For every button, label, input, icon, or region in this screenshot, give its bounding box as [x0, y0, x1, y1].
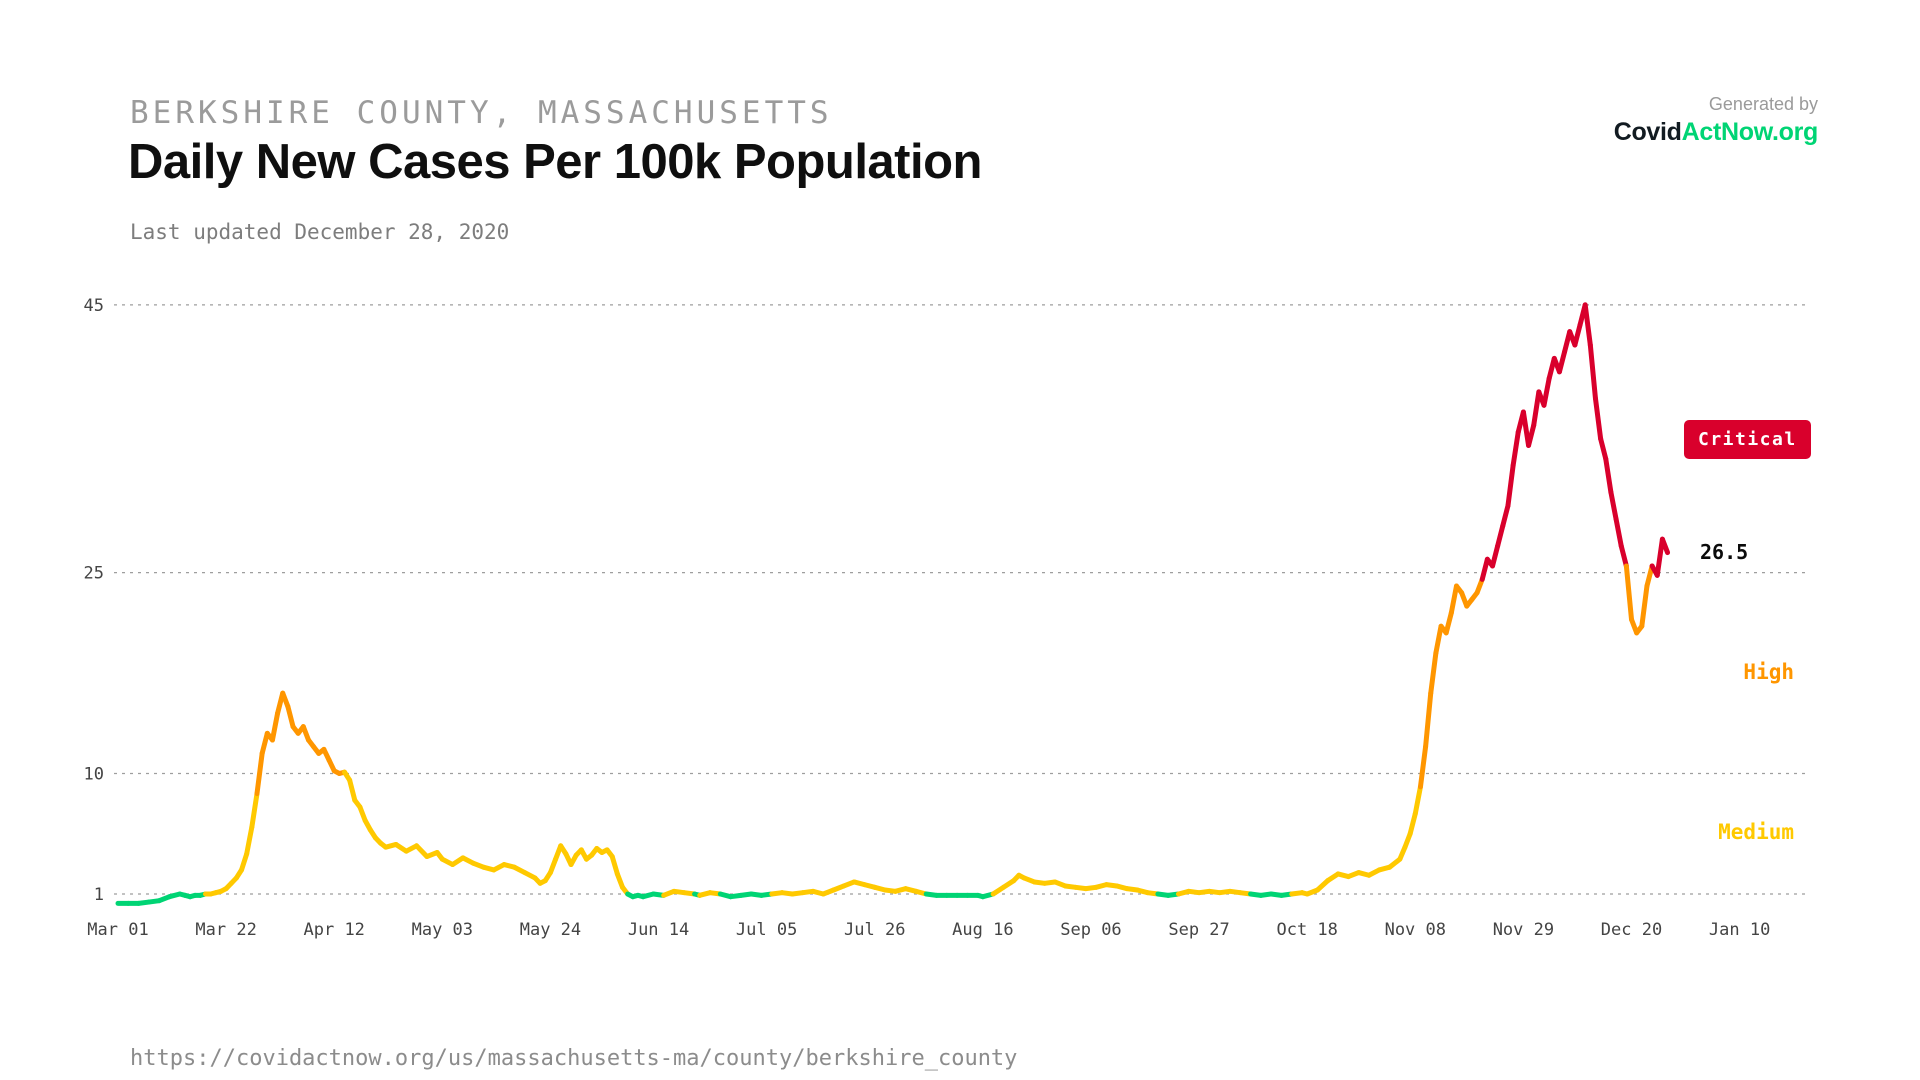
logo-actnow-text: ActNow — [1681, 118, 1773, 146]
critical-zone-badge: Critical — [1684, 420, 1811, 459]
x-axis-label: Aug 16 — [952, 920, 1013, 940]
case-rate-line-segment — [1407, 811, 1418, 837]
y-axis-label-10: 10 — [84, 765, 104, 785]
case-rate-line-segment — [249, 791, 260, 830]
logo-org-text: .org — [1771, 118, 1818, 146]
case-rate-line-segment — [1510, 429, 1521, 469]
x-axis-label: Jul 26 — [844, 920, 905, 940]
page-title: Daily New Cases Per 100k Population — [128, 135, 982, 189]
case-rate-line-segment — [1412, 784, 1423, 817]
x-axis-label: Jun 14 — [628, 920, 689, 940]
x-axis-label: Dec 20 — [1601, 920, 1662, 940]
case-rate-line-segment — [244, 824, 255, 857]
x-axis-label: Apr 12 — [304, 920, 365, 940]
x-axis-label: Oct 18 — [1276, 920, 1337, 940]
case-rate-line-segment — [1587, 342, 1598, 402]
case-rate-line-segment — [1654, 536, 1665, 578]
case-rate-line-segment — [1582, 302, 1593, 348]
high-zone-label: High — [1743, 660, 1794, 684]
x-axis-label: Jan 10 — [1709, 920, 1770, 940]
case-rate-line-segment — [1613, 516, 1624, 549]
case-rate-line-segment — [1428, 650, 1439, 696]
case-rate-line-segment — [1608, 489, 1619, 522]
case-rate-line-segment — [1490, 543, 1501, 569]
case-rate-line-segment — [1556, 349, 1568, 375]
x-axis-label: Mar 22 — [195, 920, 256, 940]
x-axis-label: Jul 05 — [736, 920, 797, 940]
case-rate-line-segment — [1500, 503, 1511, 529]
x-axis-label: Mar 01 — [87, 920, 148, 940]
y-axis-label-1: 1 — [94, 885, 104, 905]
case-rate-line-segment — [1598, 436, 1609, 462]
y-axis-label-25: 25 — [84, 564, 104, 584]
case-rate-line-segment — [1541, 375, 1552, 408]
case-rate-line-segment — [1443, 610, 1454, 636]
case-rate-line-segment — [1505, 463, 1516, 509]
case-rate-line-segment — [1526, 422, 1537, 448]
case-rate-line-segment — [259, 730, 270, 756]
case-rate-line-segment — [285, 704, 296, 730]
case-rate-line-segment — [254, 750, 265, 797]
case-rate-line-segment — [609, 854, 620, 877]
logo-covid-text: Covid — [1613, 118, 1682, 146]
generated-by-text: Generated by — [1708, 94, 1818, 114]
x-axis-label: Nov 08 — [1385, 920, 1446, 940]
case-rate-line-segment — [1572, 322, 1583, 348]
case-rate-line-segment — [1417, 744, 1429, 790]
case-rate-line-segment — [1659, 536, 1671, 556]
x-axis-label: Sep 27 — [1168, 920, 1229, 940]
case-rate-line-segment — [1423, 690, 1434, 750]
case-rate-line-segment — [1618, 543, 1629, 569]
covidactnow-logo: CovidActNow.org — [1613, 118, 1819, 147]
x-axis-label: Sep 06 — [1060, 920, 1121, 940]
case-rate-line-segment — [239, 851, 250, 873]
case-rate-line-segment — [1495, 523, 1506, 549]
case-rate-line-segment — [1623, 563, 1635, 623]
current-value-label: 26.5 — [1700, 540, 1749, 564]
case-rate-line-segment — [1531, 389, 1542, 428]
last-updated-text: Last updated December 28, 2020 — [130, 220, 510, 244]
location-overline: BERKSHIRE COUNTY, MASSACHUSETTS — [130, 95, 833, 131]
case-rate-line-segment — [1433, 623, 1444, 656]
x-axis-label: May 03 — [412, 920, 473, 940]
source-url: https://covidactnow.org/us/massachusetts… — [130, 1046, 1018, 1071]
x-axis-label: May 24 — [520, 920, 581, 940]
case-rate-line-segment — [347, 777, 358, 803]
case-rate-line-segment — [1603, 456, 1614, 495]
y-axis-label-45: 45 — [84, 296, 104, 316]
case-rate-line-segment — [1479, 556, 1490, 582]
medium-zone-label: Medium — [1718, 820, 1794, 844]
x-axis-label: Nov 29 — [1493, 920, 1554, 940]
case-rate-line-segment — [1592, 396, 1604, 442]
case-rate-line-segment — [269, 710, 281, 743]
case-rate-line-segment — [1448, 583, 1459, 616]
case-rate-line-segment — [1639, 583, 1650, 629]
